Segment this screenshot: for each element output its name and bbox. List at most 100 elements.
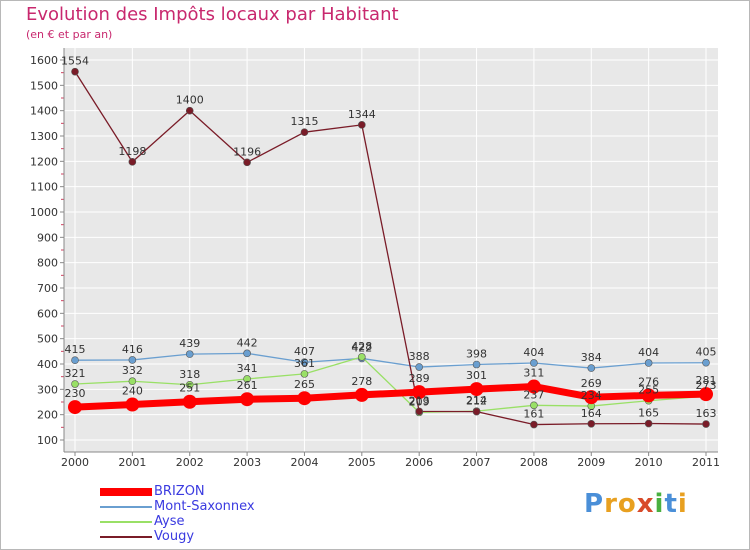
x-tick-label: 2004 [290, 456, 318, 469]
data-label-vougy: 163 [696, 407, 717, 420]
data-point-ayse [300, 370, 309, 378]
x-tick-label: 2006 [405, 456, 433, 469]
chart-title: Evolution des Impôts locaux par Habitant [26, 4, 399, 25]
data-label-vougy: 164 [581, 407, 602, 420]
data-point-brizon [182, 394, 197, 409]
data-label-mont-saxonnex: 388 [409, 350, 430, 363]
data-label-ayse: 318 [179, 368, 200, 381]
series-line-brizon [71, 383, 710, 411]
data-point-vougy [185, 106, 194, 115]
legend-label-brizon: BRIZON [154, 484, 205, 499]
y-tick-label: 1000 [30, 206, 58, 219]
data-label-mont-saxonnex: 439 [179, 337, 200, 350]
data-label-brizon: 311 [523, 367, 544, 380]
series-line-ayse [74, 356, 707, 414]
x-tick-label: 2010 [635, 456, 663, 469]
data-label-mont-saxonnex: 405 [696, 346, 717, 359]
x-tick-label: 2001 [118, 456, 146, 469]
data-label-vougy: 212 [466, 395, 487, 408]
data-label-mont-saxonnex: 442 [237, 336, 258, 349]
logo-letter: r [604, 489, 618, 519]
data-label-mont-saxonnex: 404 [638, 346, 659, 359]
legend-label-ayse: Ayse [154, 514, 185, 529]
data-point-brizon [125, 397, 140, 412]
data-point-vougy [644, 419, 653, 428]
x-tick-label: 2005 [348, 456, 376, 469]
legend-label-vougy: Vougy [154, 529, 195, 544]
x-tick-label: 2000 [61, 456, 89, 469]
data-label-vougy: 1344 [348, 108, 376, 121]
x-tick-label: 2011 [692, 456, 720, 469]
data-label-vougy: 1315 [290, 115, 318, 128]
data-point-ayse [185, 380, 194, 389]
data-label-vougy: 161 [523, 408, 544, 421]
data-point-mont-saxonnex [243, 349, 251, 358]
x-tick-label: 2002 [176, 456, 204, 469]
data-point-vougy [71, 67, 79, 76]
data-point-brizon [469, 382, 484, 397]
data-label-brizon: 265 [294, 378, 315, 391]
data-label-brizon: 289 [409, 372, 430, 385]
x-tick-label: 2003 [233, 456, 261, 469]
data-label-ayse: 273 [696, 379, 717, 392]
data-label-brizon: 301 [466, 369, 487, 382]
logo-letter: P [584, 489, 605, 519]
data-label-brizon: 251 [179, 382, 200, 395]
data-point-ayse [128, 377, 137, 386]
data-label-ayse: 255 [638, 384, 659, 397]
y-tick-label: 800 [37, 257, 58, 270]
logo-letter: x [636, 489, 655, 519]
y-tick-label: 1400 [30, 105, 58, 118]
data-point-brizon [297, 391, 312, 406]
y-tick-label: 500 [37, 333, 58, 346]
data-label-ayse: 361 [294, 357, 315, 370]
data-label-vougy: 165 [638, 407, 659, 420]
data-label-ayse: 428 [351, 340, 372, 353]
legend-swatch-mont-saxonnex [100, 506, 152, 508]
data-point-brizon [412, 385, 427, 400]
y-tick-label: 600 [37, 307, 58, 320]
data-label-brizon: 278 [351, 375, 372, 388]
data-label-brizon: 269 [581, 377, 602, 390]
data-point-mont-saxonnex [415, 363, 423, 371]
data-point-vougy [530, 420, 538, 429]
proxiti-logo: Proxiti [584, 489, 688, 519]
legend-swatch-vougy [100, 536, 152, 538]
data-point-mont-saxonnex [128, 356, 137, 364]
data-label-brizon: 261 [237, 379, 258, 392]
data-point-mont-saxonnex [185, 350, 194, 358]
legend-swatch-brizon [100, 488, 152, 496]
data-label-mont-saxonnex: 415 [65, 343, 86, 356]
data-point-brizon [699, 387, 713, 402]
y-tick-label: 400 [37, 358, 58, 371]
data-point-brizon [584, 390, 599, 405]
data-point-mont-saxonnex [472, 360, 481, 369]
data-label-ayse: 234 [581, 389, 602, 402]
data-point-ayse [243, 375, 251, 383]
data-point-mont-saxonnex [71, 356, 79, 365]
logo-letter: o [617, 489, 637, 519]
data-point-ayse [358, 353, 366, 361]
data-label-ayse: 214 [466, 394, 487, 407]
data-label-mont-saxonnex: 404 [523, 346, 544, 359]
data-label-mont-saxonnex: 384 [581, 351, 602, 364]
data-point-brizon [240, 392, 255, 407]
y-tick-label: 100 [37, 434, 58, 447]
logo-letter: t [664, 489, 678, 519]
data-point-vougy [243, 158, 251, 167]
logo-letter: i [677, 489, 688, 519]
data-point-vougy [702, 420, 710, 428]
x-tick-label: 2009 [577, 456, 605, 469]
data-point-mont-saxonnex [530, 359, 538, 367]
data-point-vougy [300, 128, 309, 136]
data-label-ayse: 237 [523, 388, 544, 401]
legend-swatch-ayse [100, 521, 152, 523]
data-point-vougy [415, 407, 423, 416]
data-point-brizon [68, 400, 82, 415]
data-label-brizon: 281 [696, 374, 717, 387]
y-tick-label: 1100 [30, 181, 58, 194]
data-label-brizon: 230 [65, 387, 86, 400]
data-label-brizon: 276 [638, 375, 659, 388]
y-tick-label: 700 [37, 282, 58, 295]
